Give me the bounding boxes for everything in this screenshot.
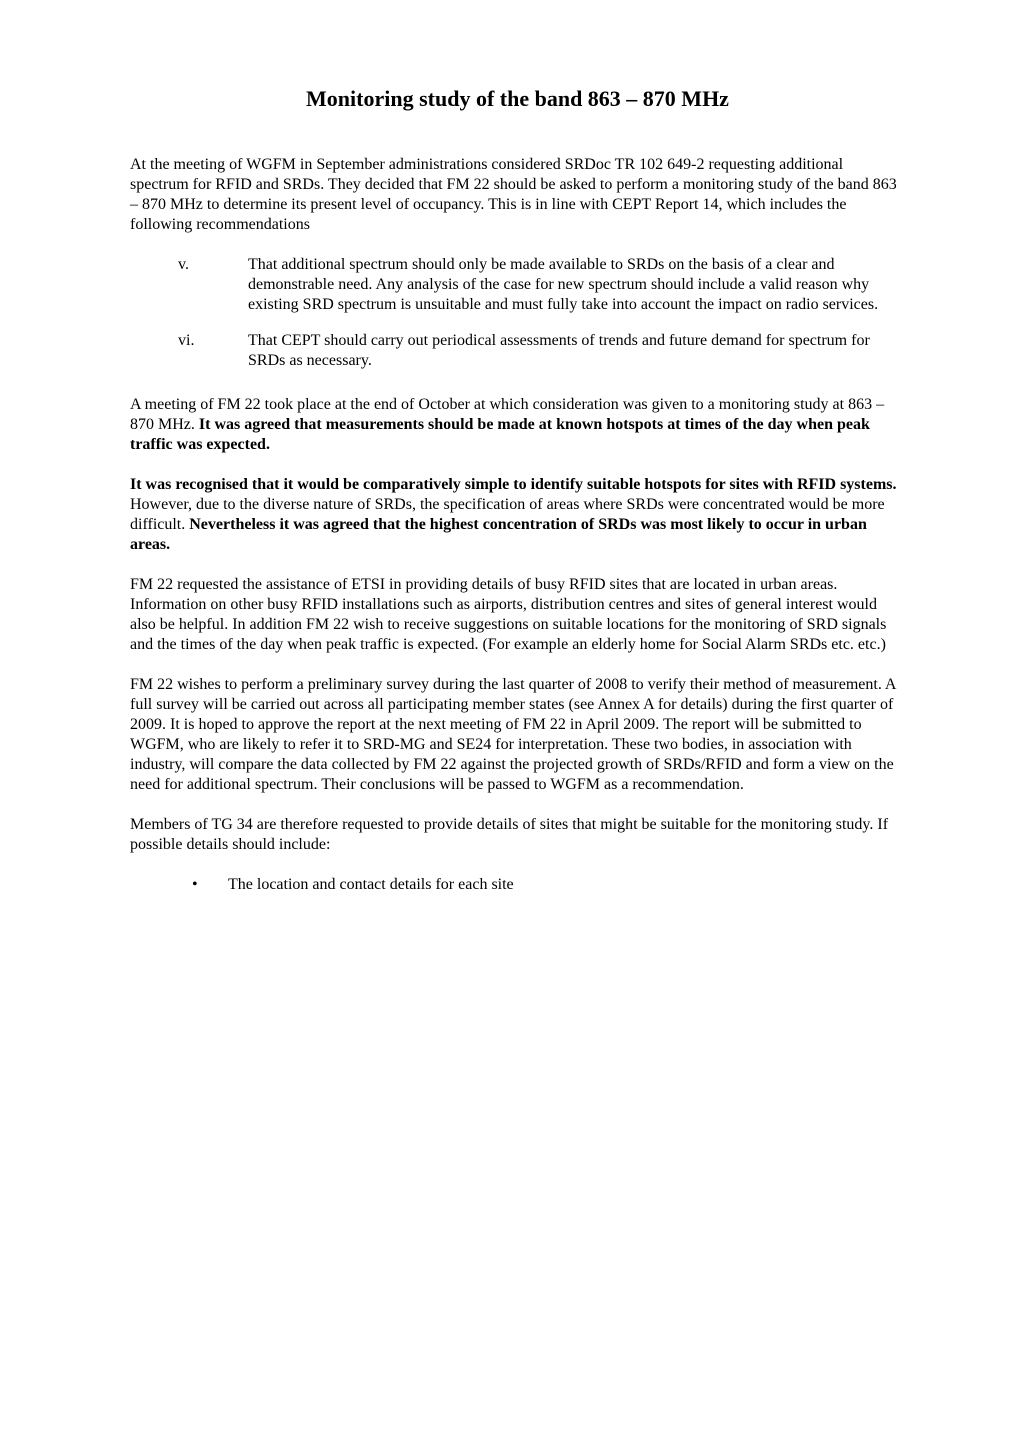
recommendation-vi: vi. That CEPT should carry out periodica… — [178, 331, 905, 371]
para3-bold1: It was recognised that it would be compa… — [130, 476, 897, 493]
roman-numeral-v: v. — [178, 255, 248, 315]
details-bullet-list: • The location and contact details for e… — [192, 875, 905, 895]
document-title: Monitoring study of the band 863 – 870 M… — [130, 85, 905, 113]
paragraph-intro: At the meeting of WGFM in September admi… — [130, 155, 905, 235]
bullet-icon: • — [192, 875, 228, 895]
paragraph-survey-plan: FM 22 wishes to perform a preliminary su… — [130, 675, 905, 795]
para2-bold: It was agreed that measurements should b… — [130, 416, 870, 453]
bullet-item-location: • The location and contact details for e… — [192, 875, 905, 895]
recommendation-vi-text: That CEPT should carry out periodical as… — [248, 331, 905, 371]
paragraph-etsi-request: FM 22 requested the assistance of ETSI i… — [130, 575, 905, 655]
recommendation-v: v. That additional spectrum should only … — [178, 255, 905, 315]
paragraph-tg34-request: Members of TG 34 are therefore requested… — [130, 815, 905, 855]
para3-bold2: Nevertheless it was agreed that the high… — [130, 516, 867, 553]
paragraph-meeting: A meeting of FM 22 took place at the end… — [130, 395, 905, 455]
roman-numeral-vi: vi. — [178, 331, 248, 371]
paragraph-hotspots: It was recognised that it would be compa… — [130, 475, 905, 555]
bullet-location-text: The location and contact details for eac… — [228, 875, 905, 895]
recommendations-list: v. That additional spectrum should only … — [178, 255, 905, 371]
recommendation-v-text: That additional spectrum should only be … — [248, 255, 905, 315]
